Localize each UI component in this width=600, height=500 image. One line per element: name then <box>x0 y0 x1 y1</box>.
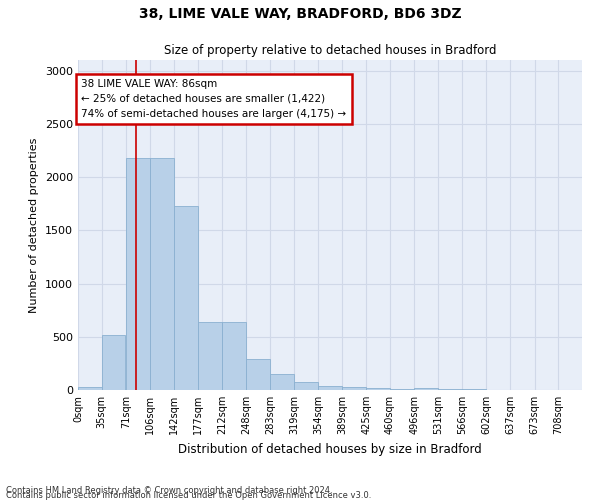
Bar <box>246 359 270 390</box>
Bar <box>102 334 125 390</box>
Y-axis label: Number of detached properties: Number of detached properties <box>29 138 40 312</box>
Bar <box>366 388 390 390</box>
Bar <box>175 206 198 390</box>
Bar <box>198 322 222 390</box>
X-axis label: Distribution of detached houses by size in Bradford: Distribution of detached houses by size … <box>178 442 482 456</box>
Bar <box>78 387 102 390</box>
Text: 38 LIME VALE WAY: 86sqm
← 25% of detached houses are smaller (1,422)
74% of semi: 38 LIME VALE WAY: 86sqm ← 25% of detache… <box>82 79 347 119</box>
Text: Contains public sector information licensed under the Open Government Licence v3: Contains public sector information licen… <box>6 491 371 500</box>
Text: Contains HM Land Registry data © Crown copyright and database right 2024.: Contains HM Land Registry data © Crown c… <box>6 486 332 495</box>
Bar <box>270 374 294 390</box>
Bar <box>415 388 438 390</box>
Bar <box>222 322 245 390</box>
Bar <box>150 158 173 390</box>
Bar <box>342 387 365 390</box>
Bar <box>295 382 318 390</box>
Bar <box>318 386 342 390</box>
Title: Size of property relative to detached houses in Bradford: Size of property relative to detached ho… <box>164 44 496 58</box>
Text: 38, LIME VALE WAY, BRADFORD, BD6 3DZ: 38, LIME VALE WAY, BRADFORD, BD6 3DZ <box>139 8 461 22</box>
Bar <box>126 158 150 390</box>
